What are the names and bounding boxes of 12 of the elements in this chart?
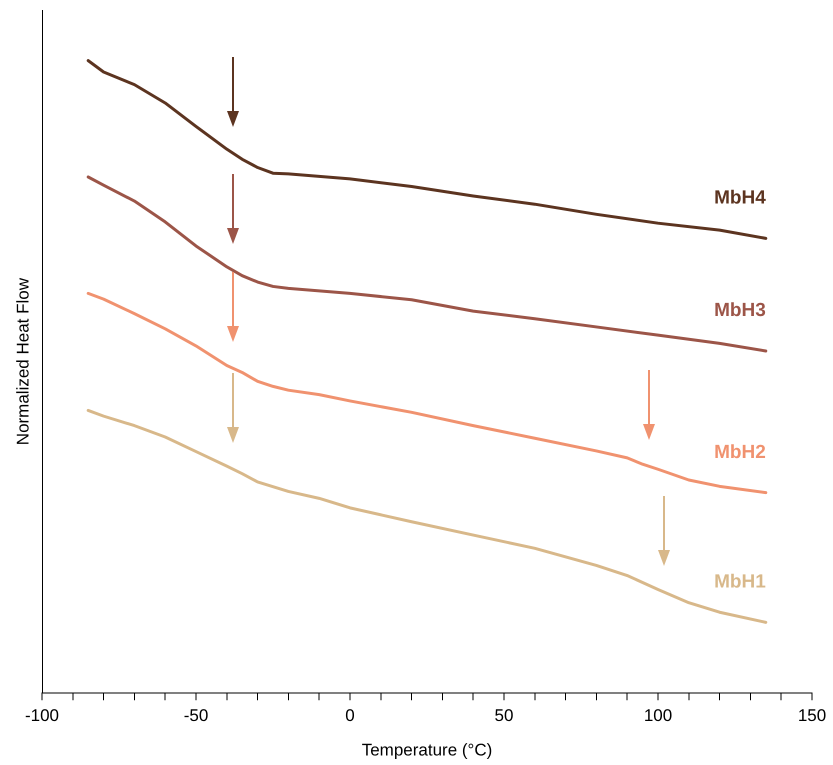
x-tick-label: 100 xyxy=(644,706,672,726)
series-label: MbH4 xyxy=(714,188,766,209)
x-tick-label: -100 xyxy=(24,706,60,726)
x-tick-label: 150 xyxy=(798,706,826,726)
series-label: MbH3 xyxy=(714,300,766,322)
series-label: MbH2 xyxy=(714,442,766,463)
x-tick-label: 0 xyxy=(345,706,355,726)
y-axis-title: Normalized Heat Flow xyxy=(14,277,33,446)
x-tick-label: 50 xyxy=(494,706,514,726)
series-label: MbH1 xyxy=(714,572,766,593)
x-axis-title: Temperature (°C) xyxy=(362,740,492,760)
x-tick-label: -50 xyxy=(184,706,208,726)
